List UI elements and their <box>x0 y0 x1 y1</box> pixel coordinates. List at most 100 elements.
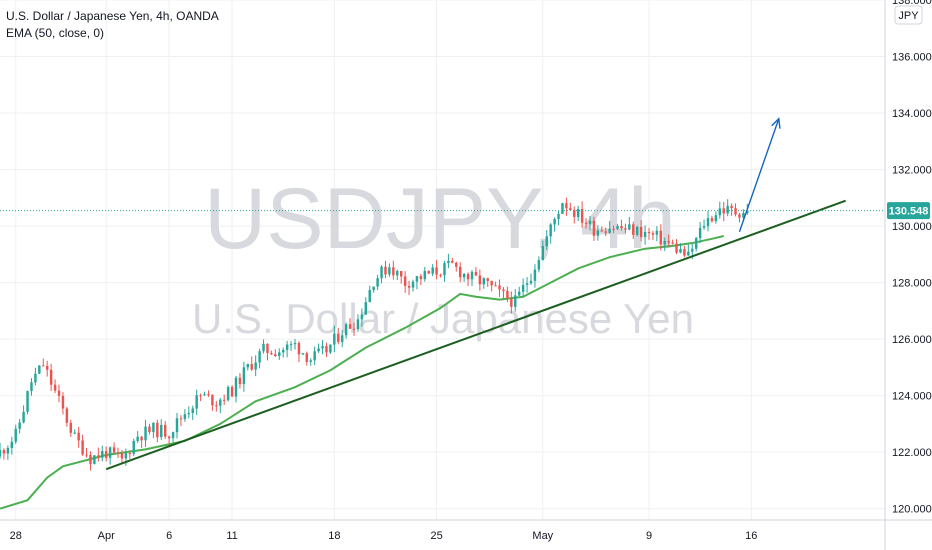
candle-body <box>643 231 647 238</box>
candle-body <box>30 382 33 391</box>
candle-body <box>278 352 281 357</box>
candle-body <box>502 289 505 291</box>
watermark-name: U.S. Dollar / Japanese Yen <box>192 295 694 342</box>
candle-body <box>148 426 151 433</box>
candle-body <box>368 290 371 303</box>
candle-body <box>742 212 745 218</box>
candle-body <box>702 226 706 228</box>
candle-body <box>388 267 391 275</box>
candle-body <box>506 290 509 299</box>
candle-body <box>81 440 84 455</box>
candle-body <box>22 411 25 423</box>
candle-body <box>230 386 234 397</box>
candle-body <box>254 362 257 370</box>
x-tick-label: Apr <box>98 530 115 542</box>
candle-body <box>655 230 659 235</box>
legend-indicator[interactable]: EMA (50, close, 0) <box>6 26 105 40</box>
candle-body <box>175 418 179 433</box>
candle-body <box>376 278 379 287</box>
candle-body <box>612 228 615 230</box>
candle-body <box>639 226 643 238</box>
candle-body <box>431 267 434 274</box>
candle-body <box>537 260 541 270</box>
candle-body <box>6 448 10 454</box>
candle-body <box>313 351 316 361</box>
candle-body <box>340 335 344 342</box>
legend-symbol[interactable]: U.S. Dollar / Japanese Yen, 4h, OANDA <box>6 9 219 23</box>
candle-body <box>116 452 120 454</box>
candle-body <box>659 230 663 245</box>
candle-body <box>297 343 301 355</box>
watermark-ticker: USDJPY, 4h <box>204 171 676 267</box>
candle-body <box>250 363 253 370</box>
candle-body <box>85 454 88 456</box>
candle-body <box>281 349 285 353</box>
candle-body <box>309 360 312 362</box>
candle-body <box>423 270 427 280</box>
candle-body <box>569 208 572 210</box>
candle-body <box>525 283 529 285</box>
candle-body <box>270 353 273 355</box>
projection-arrow-head <box>771 117 781 129</box>
candle-body <box>392 267 395 276</box>
candle-body <box>604 231 607 233</box>
candle-body <box>132 440 135 454</box>
candle-body <box>746 210 749 213</box>
x-tick-label: 11 <box>226 530 237 542</box>
candle-body <box>219 399 222 406</box>
candle-body <box>384 266 387 275</box>
candle-body <box>372 286 375 291</box>
candle-body <box>215 405 218 407</box>
candle-body <box>510 298 513 307</box>
x-tick-label: May <box>532 530 553 542</box>
candle-body <box>462 273 466 278</box>
x-tick-label: 9 <box>646 530 652 542</box>
candle-body <box>718 208 722 216</box>
candle-body <box>482 278 486 285</box>
candle-body <box>451 260 454 263</box>
candle-body <box>632 224 635 235</box>
candle-body <box>683 249 686 256</box>
candle-body <box>679 249 682 253</box>
candle-body <box>514 295 517 307</box>
candle-body <box>580 209 584 223</box>
candle-body <box>42 365 45 367</box>
candle-body <box>285 344 289 350</box>
candle-body <box>415 276 419 282</box>
candle-body <box>199 395 202 397</box>
candle-body <box>714 215 718 222</box>
price-axis[interactable]: 120.000 122.000 124.000 126.000 128.000 130.0… <box>884 0 932 550</box>
candle-body <box>706 218 710 227</box>
candle-body <box>498 285 501 290</box>
candle-body <box>443 263 446 276</box>
candle-body <box>675 243 678 253</box>
ema-layer <box>0 235 724 510</box>
y-tick-label: 130.000 <box>892 221 932 233</box>
candle-body <box>663 240 666 245</box>
candle-body <box>694 238 698 249</box>
currency-badge[interactable]: JPY <box>894 5 923 25</box>
y-tick-label: 132.000 <box>892 165 932 177</box>
candle-body <box>494 285 497 287</box>
chart-legend: U.S. Dollar / Japanese Yen, 4h, OANDA EM… <box>6 8 219 42</box>
trendline <box>105 199 847 471</box>
candle-body <box>152 422 155 433</box>
candle-body <box>352 328 356 330</box>
candle-body <box>266 343 269 354</box>
candle-body <box>427 270 430 274</box>
candle-body <box>635 226 639 235</box>
candle-body <box>545 236 548 247</box>
candle-body <box>533 269 537 281</box>
y-tick-label: 120.000 <box>892 504 932 516</box>
time-axis[interactable]: 28 Apr 6 11 18 25 May 9 16 <box>0 519 932 542</box>
candle-body <box>549 224 552 237</box>
candle-body <box>710 218 714 222</box>
candle-body <box>183 414 187 420</box>
candle-body <box>439 274 442 276</box>
candle-body <box>144 426 147 441</box>
candle-body <box>600 230 604 232</box>
candle-body <box>2 450 6 454</box>
candle-body <box>293 343 297 345</box>
candle-body <box>592 220 596 236</box>
